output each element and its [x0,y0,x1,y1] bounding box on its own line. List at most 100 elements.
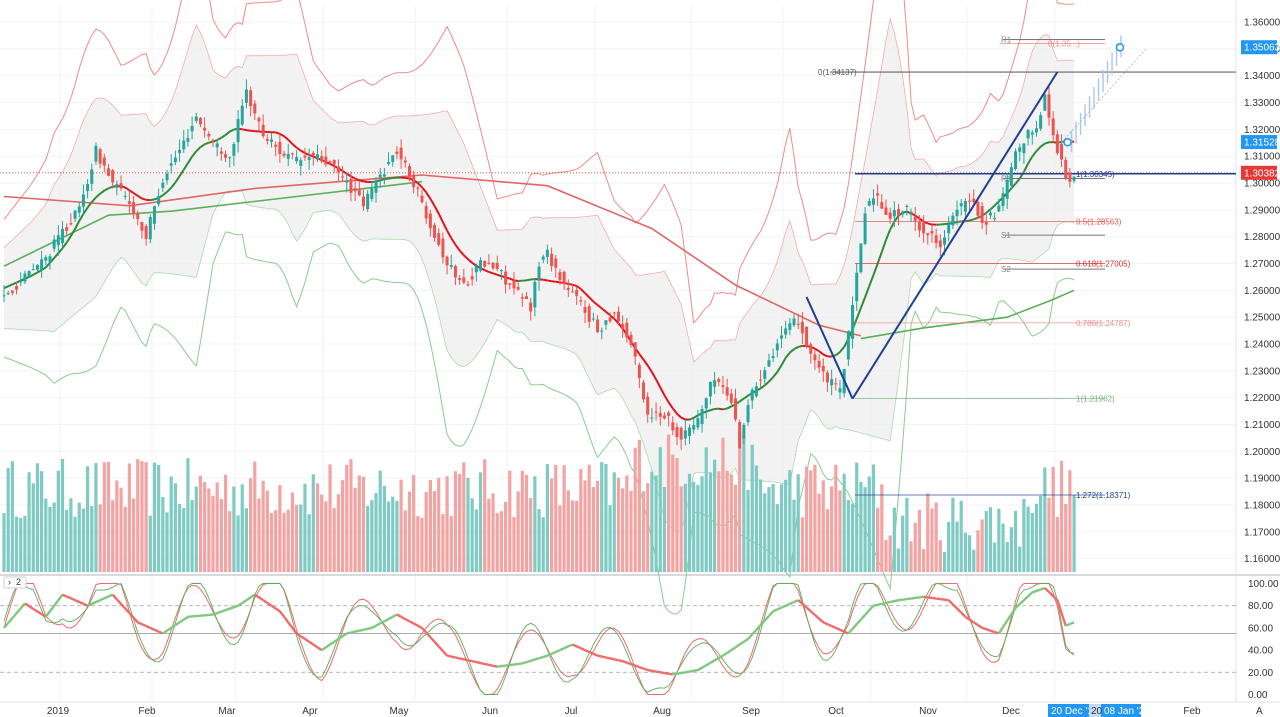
oscillator-slow-segment [132,616,139,624]
fib-label: 0(1.35...) [1048,40,1080,49]
trend-lines[interactable] [805,35,1148,400]
candle-body [416,187,420,189]
price-tick-label: 1.25000 [1244,313,1280,324]
candle-body [629,334,633,345]
volume-bar [81,508,86,572]
candle-body [867,200,871,206]
oscillator-slow-segment [651,669,657,673]
oscillator-slow-segment [618,659,623,663]
oscillator-slow-segment [956,607,963,614]
ma-short-segment [722,407,728,411]
candle-body [307,157,311,160]
volume-bar [98,504,102,572]
ma-short-segment [467,258,473,264]
ma-short-segment [304,152,310,156]
price-tick-label: 1.33000 [1244,98,1280,109]
ma-short-segment [914,214,921,220]
oscillator-slow-segment [108,593,114,598]
volume-bar [152,462,157,572]
price-tick-label: 1.30000 [1244,179,1280,190]
chevron-right-icon[interactable]: › [8,577,11,587]
ma-short-segment [876,251,883,265]
candle-body [943,237,946,245]
volume-bar [984,510,988,572]
volume-bar [253,461,257,572]
ma-short-segment [576,285,582,290]
time-axis[interactable]: 2019 Feb Mar Apr May Jun Jul Aug Sep Oct Nov Dec Feb… [47,704,1263,717]
volume-bar [817,493,821,572]
price-tick-label: 1.20000 [1244,447,1280,458]
pivot-label: S2 [1001,265,1011,274]
candle-body [1068,172,1072,182]
volume-bar [972,549,976,572]
candle-body [704,398,708,409]
oscillator-slow-segment [822,621,828,626]
volume-bar [1001,523,1005,572]
volume-bar [307,514,311,572]
volume-bar [157,464,161,572]
auto-scale-toggle[interactable]: A [1256,706,1263,717]
oscillator-slow-segment [889,599,895,604]
ma-short-segment [108,185,114,190]
oscillator-slow-segment [826,623,833,628]
candle-body [178,149,182,154]
ma-short-segment [463,254,469,260]
candle-body [917,221,921,231]
date-badge-text: 20 Dec '19 [1051,706,1099,717]
volume-bar [671,454,675,572]
oscillator-slow-segment [630,663,636,667]
volume-bar [412,474,416,572]
oscillator-slow-segment [546,652,553,657]
oscillator-slow-segment [513,662,519,666]
ma-short-segment [768,376,774,383]
pane-collapse-control[interactable]: › 2 [3,576,27,589]
candle-body [173,157,177,163]
ma-short-segment [818,350,824,356]
volume-bar [575,500,579,572]
candle-body [662,415,666,419]
candlesticks [2,79,1076,450]
volume-bar [842,473,846,572]
oscillator-slow-segment [997,626,1005,635]
pane-toggle-box[interactable] [3,576,27,589]
ma-short-segment [588,296,595,303]
oscillator-slow-segment [312,643,319,649]
volume-bar [169,476,173,572]
oscillator-slow-segment [287,621,294,629]
volume-bar [127,463,131,572]
volume-bar [662,487,667,572]
candle-body [1014,151,1018,170]
oscillator-slow-segment [801,602,808,609]
price-axis[interactable]: 1.360001.350001.340001.330001.320001.310… [1241,18,1280,701]
volume-bar [905,497,909,572]
candle-body [1030,132,1034,135]
candle-body [332,159,336,165]
oscillator-slow-segment [780,604,787,609]
candle-body [328,161,332,163]
volume-bar [249,478,253,572]
price-tick-label: 1.18000 [1244,500,1280,511]
candle-body [520,297,524,299]
price-tick-label: 1.32000 [1244,125,1280,136]
ma-short-segment [82,206,89,215]
volume-bar [512,516,516,572]
oscillator-slow-segment [755,624,762,631]
ma-short-segment [433,205,440,215]
volume-bar [922,548,926,572]
candle-body [880,202,884,209]
oscillator-slow-segment [87,602,93,607]
ma-short-segment [667,401,674,409]
candle-body [888,212,892,219]
volume-bar [566,490,570,572]
candle-body [449,265,453,267]
candle-body [968,200,972,202]
ma-short-segment [346,172,352,178]
volume-bar [654,475,658,572]
volume-bar [1059,461,1064,572]
ma-short-segment [718,407,724,411]
volume-bar [223,474,228,572]
ma-short-segment [471,261,477,267]
volume-bar [955,521,959,572]
oscillator-slow-segment [15,607,22,615]
